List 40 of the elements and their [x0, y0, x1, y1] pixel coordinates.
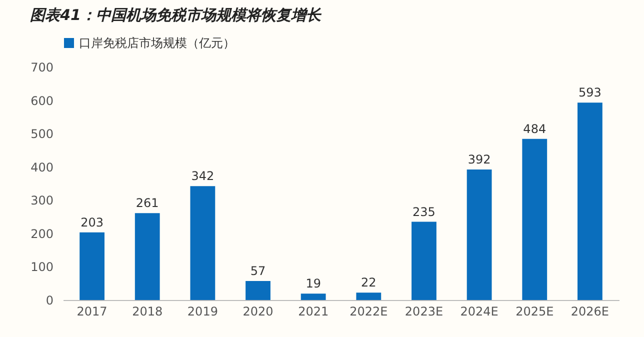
bar	[522, 138, 548, 300]
chart-title: 图表41：中国机场免税市场规模将恢复增长	[30, 6, 322, 24]
bar	[356, 292, 382, 300]
x-tick-label: 2017	[76, 304, 108, 318]
x-tick-label: 2023E	[404, 304, 444, 318]
x-tick-label: 2018	[132, 304, 163, 318]
data-label: 392	[468, 152, 491, 167]
bar	[190, 186, 216, 300]
y-tick-label: 0	[46, 294, 54, 308]
y-tick-label: 700	[30, 60, 54, 74]
data-label: 235	[412, 204, 436, 219]
data-label: 484	[523, 122, 546, 136]
legend-label: 口岸免税店市场规模（亿元）	[79, 36, 235, 50]
bar	[134, 213, 160, 300]
bar	[466, 170, 492, 300]
x-tick-label: 2022E	[350, 304, 388, 318]
y-tick-label: 400	[30, 160, 54, 174]
data-label: 342	[191, 169, 214, 184]
y-tick-label: 600	[30, 94, 54, 108]
bar	[80, 232, 104, 300]
x-tick-label: 2025E	[516, 304, 554, 318]
data-label: 593	[578, 86, 602, 100]
data-label: 203	[80, 215, 104, 230]
y-tick-label: 200	[30, 226, 54, 241]
y-tick-label: 300	[30, 194, 54, 208]
data-label: 22	[361, 276, 376, 290]
bar	[412, 222, 436, 300]
x-tick-label: 2019	[187, 304, 218, 318]
data-label: 261	[136, 196, 159, 210]
x-tick-label: 2026E	[570, 304, 610, 318]
x-tick-label: 2024E	[460, 304, 498, 318]
data-label: 57	[250, 264, 266, 278]
y-tick-label: 100	[30, 260, 54, 274]
y-tick-label: 500	[30, 127, 54, 142]
data-label: 19	[306, 276, 321, 291]
x-tick-label: 2021	[298, 304, 329, 318]
bar	[300, 294, 326, 300]
x-tick-label: 2020	[242, 304, 274, 318]
bar	[578, 102, 602, 300]
bar	[246, 281, 270, 300]
